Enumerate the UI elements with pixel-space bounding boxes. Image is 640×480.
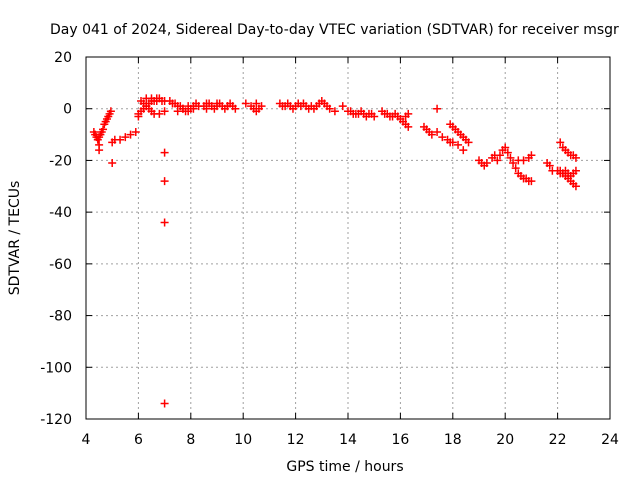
data-point	[231, 104, 240, 113]
x-tick-label: 16	[391, 432, 409, 448]
x-tick-label: 14	[339, 432, 357, 448]
data-point	[116, 135, 125, 144]
data-point	[257, 102, 266, 111]
data-point	[448, 138, 457, 147]
data-point	[545, 161, 554, 170]
data-point	[464, 138, 473, 147]
data-points	[89, 94, 580, 408]
data-point	[178, 104, 187, 113]
data-point	[427, 130, 436, 139]
x-tick-label: 24	[601, 432, 619, 448]
data-point	[571, 182, 580, 191]
data-point	[404, 122, 413, 131]
data-point	[482, 159, 491, 168]
x-tick-label: 4	[82, 432, 91, 448]
data-point	[189, 104, 198, 113]
data-point	[213, 99, 221, 108]
data-point	[571, 166, 580, 175]
data-point	[495, 151, 504, 160]
data-point	[338, 102, 347, 111]
data-point	[252, 99, 261, 108]
data-point	[106, 107, 115, 116]
data-point	[241, 99, 250, 108]
y-tick-label: 20	[54, 50, 72, 66]
x-tick-label: 12	[287, 432, 305, 448]
data-point	[511, 164, 520, 173]
data-point	[173, 107, 182, 116]
data-point	[160, 399, 169, 408]
y-tick-label: -120	[40, 412, 72, 428]
data-point	[160, 107, 169, 116]
x-axis-ticks: 4 6 8 10 12 14 16 18 20 22 24	[82, 57, 619, 448]
data-point	[160, 177, 169, 186]
y-tick-label: -20	[49, 153, 72, 169]
data-point	[370, 112, 379, 121]
data-point	[501, 143, 510, 152]
x-tick-label: 10	[234, 432, 252, 448]
data-point	[126, 130, 135, 139]
x-axis-label: GPS time / hours	[286, 459, 403, 475]
y-tick-label: 0	[63, 102, 72, 118]
x-tick-label: 22	[549, 432, 567, 448]
data-point	[433, 104, 442, 113]
y-axis-label: SDTVAR / TECUs	[7, 181, 23, 296]
data-point	[99, 125, 108, 134]
data-point	[108, 159, 117, 168]
x-tick-label: 20	[496, 432, 514, 448]
data-point	[503, 148, 512, 157]
y-tick-label: -40	[49, 205, 72, 221]
data-point	[223, 102, 232, 111]
x-tick-label: 18	[444, 432, 462, 448]
data-point	[438, 133, 447, 142]
data-point	[404, 109, 413, 118]
data-point	[147, 94, 156, 103]
data-point	[95, 146, 104, 155]
data-point	[509, 159, 518, 168]
data-point	[160, 148, 169, 157]
data-point	[454, 140, 463, 149]
data-point	[527, 151, 536, 160]
data-point	[121, 133, 130, 142]
chart-title: Day 041 of 2024, Sidereal Day-to-day VTE…	[50, 22, 619, 38]
data-point	[556, 138, 565, 147]
y-tick-label: -100	[40, 360, 72, 376]
x-tick-label: 8	[186, 432, 195, 448]
data-point	[131, 127, 140, 136]
data-point	[506, 153, 515, 162]
y-axis-ticks: -120 -100 -80 -60 -40 -20 0 20	[40, 50, 610, 428]
data-point	[527, 177, 536, 186]
data-point	[152, 96, 161, 105]
x-tick-label: 6	[134, 432, 143, 448]
data-point	[330, 107, 339, 116]
data-point	[519, 156, 528, 165]
data-point	[325, 104, 334, 113]
data-point	[433, 127, 442, 136]
data-point	[184, 102, 193, 111]
data-point	[459, 146, 468, 155]
y-tick-label: -60	[49, 257, 72, 273]
data-point	[160, 218, 169, 227]
y-tick-label: -80	[49, 309, 72, 325]
data-point	[493, 156, 502, 165]
data-point	[134, 112, 143, 121]
data-point	[202, 104, 211, 113]
data-point	[571, 153, 580, 162]
data-point	[137, 96, 146, 105]
data-point	[155, 109, 164, 118]
